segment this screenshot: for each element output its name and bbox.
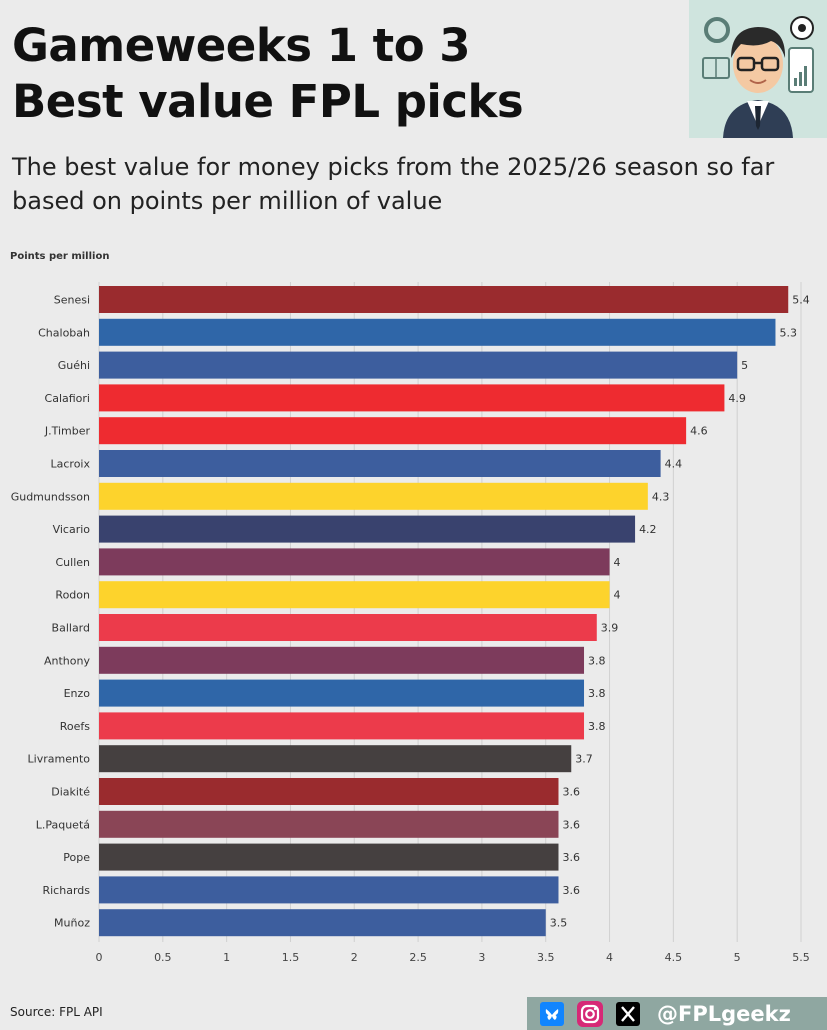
x-tick-label: 3 bbox=[478, 951, 485, 964]
data-label: 4.4 bbox=[665, 458, 683, 471]
avatar bbox=[689, 0, 827, 138]
bar bbox=[99, 679, 585, 707]
social-bar: @FPLgeekz bbox=[527, 997, 827, 1030]
subtitle-line-2: based on points per million of value bbox=[12, 187, 443, 215]
x-tick-label: 4.5 bbox=[665, 951, 683, 964]
data-label: 3.6 bbox=[562, 884, 580, 897]
data-label: 3.6 bbox=[562, 786, 580, 799]
instagram-icon[interactable] bbox=[577, 1000, 603, 1027]
x-tick-label: 1.5 bbox=[282, 951, 300, 964]
category-label: Pope bbox=[63, 851, 90, 864]
x-tick-label: 2 bbox=[351, 951, 358, 964]
data-label: 4 bbox=[614, 556, 621, 569]
bar bbox=[99, 909, 546, 937]
bar bbox=[99, 778, 559, 805]
data-label: 5 bbox=[741, 359, 748, 372]
category-label: Guéhi bbox=[58, 359, 90, 372]
bar bbox=[99, 548, 610, 576]
title-line-1: Gameweeks 1 to 3 bbox=[12, 19, 471, 72]
category-label: Richards bbox=[42, 884, 90, 897]
category-label: Muñoz bbox=[54, 917, 90, 930]
x-tick-label: 0.5 bbox=[154, 951, 172, 964]
axis-label: Points per million bbox=[10, 251, 110, 262]
x-tick-label: 4 bbox=[606, 951, 613, 964]
category-label: Ballard bbox=[52, 622, 90, 635]
data-label: 3.9 bbox=[601, 622, 619, 635]
category-label: Gudmundsson bbox=[11, 490, 90, 503]
bar bbox=[99, 810, 559, 838]
bar bbox=[99, 286, 789, 313]
social-handle[interactable]: @FPLgeekz bbox=[657, 1001, 791, 1026]
bar bbox=[99, 450, 661, 477]
category-label: Cullen bbox=[55, 556, 90, 569]
data-label: 4 bbox=[614, 589, 621, 602]
x-tick-label: 2.5 bbox=[409, 951, 427, 964]
bar bbox=[99, 581, 610, 609]
bar bbox=[99, 712, 585, 740]
data-label: 5.4 bbox=[792, 294, 810, 307]
bar bbox=[99, 876, 559, 904]
category-label: Chalobah bbox=[38, 326, 90, 339]
x-tick-label: 1 bbox=[223, 951, 230, 964]
category-label: Calafiori bbox=[45, 392, 90, 405]
x-tick-label: 5 bbox=[734, 951, 741, 964]
subtitle-line-1: The best value for money picks from the … bbox=[12, 153, 775, 181]
bar bbox=[99, 515, 636, 543]
data-label: 3.5 bbox=[550, 917, 568, 930]
category-label: Vicario bbox=[53, 523, 91, 536]
category-label: Rodon bbox=[55, 589, 90, 602]
bar bbox=[99, 482, 648, 510]
category-label: Livramento bbox=[28, 753, 91, 766]
category-label: L.Paquetá bbox=[36, 818, 90, 831]
x-tick-label: 5.5 bbox=[792, 951, 810, 964]
category-label: J.Timber bbox=[44, 425, 91, 438]
bar bbox=[99, 384, 725, 412]
data-label: 3.8 bbox=[588, 720, 606, 733]
x-tick-label: 0 bbox=[96, 951, 103, 964]
bar bbox=[99, 351, 738, 379]
category-label: Anthony bbox=[44, 654, 90, 667]
bar bbox=[99, 745, 572, 773]
bar bbox=[99, 843, 559, 871]
category-label: Roefs bbox=[60, 720, 91, 733]
x-tick-label: 3.5 bbox=[537, 951, 555, 964]
data-label: 3.6 bbox=[562, 818, 580, 831]
data-label: 4.6 bbox=[690, 425, 708, 438]
bar bbox=[99, 646, 585, 674]
bar bbox=[99, 417, 687, 445]
category-label: Diakité bbox=[51, 786, 90, 799]
category-label: Enzo bbox=[64, 687, 91, 700]
page-title: Gameweeks 1 to 3 Best value FPL picks bbox=[12, 18, 524, 130]
data-label: 3.7 bbox=[575, 753, 593, 766]
data-label: 4.2 bbox=[639, 523, 657, 536]
avatar-illustration-icon bbox=[689, 0, 827, 138]
category-label: Lacroix bbox=[51, 458, 91, 471]
category-label: Senesi bbox=[54, 294, 90, 307]
bar bbox=[99, 614, 597, 641]
chart-subtitle: The best value for money picks from the … bbox=[12, 150, 812, 218]
data-label: 3.8 bbox=[588, 687, 606, 700]
source-note: Source: FPL API bbox=[10, 1005, 103, 1019]
title-line-2: Best value FPL picks bbox=[12, 75, 524, 128]
data-label: 3.6 bbox=[562, 851, 580, 864]
bar-chart: 0 0.5 1 1.5 2 2.5 3 3.5 4 4.5 5 5.5 Senesi 5.4 Chaloba… bbox=[11, 282, 810, 964]
bluesky-icon[interactable] bbox=[539, 1001, 565, 1027]
data-label: 3.8 bbox=[588, 654, 606, 667]
data-label: 4.9 bbox=[728, 392, 746, 405]
data-label: 4.3 bbox=[652, 490, 670, 503]
x-icon[interactable] bbox=[615, 1001, 641, 1027]
data-label: 5.3 bbox=[779, 326, 797, 339]
bar bbox=[99, 318, 776, 346]
